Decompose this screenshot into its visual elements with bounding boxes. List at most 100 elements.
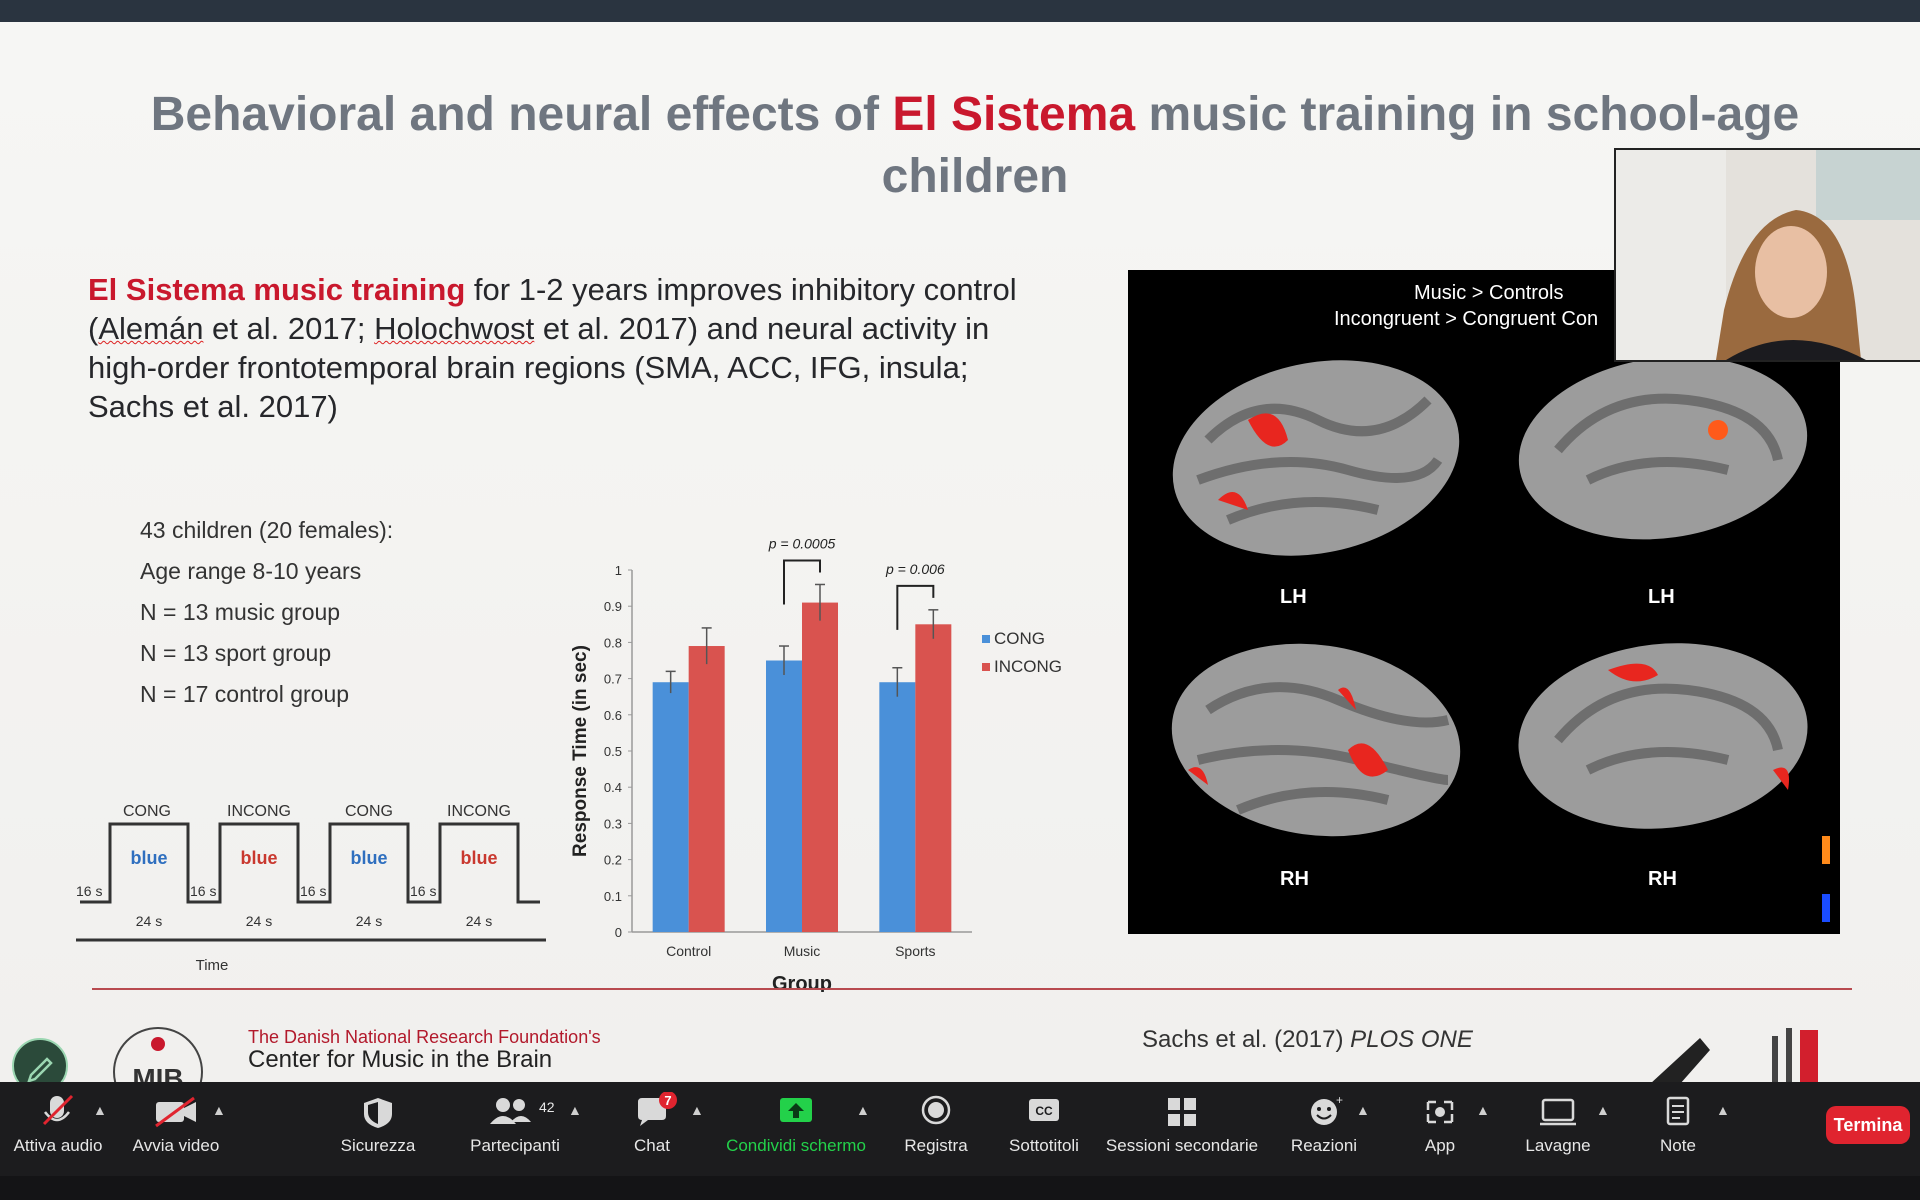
reactions-options-caret[interactable]: ▲	[1356, 1102, 1370, 1118]
legend-swatch	[982, 635, 990, 643]
brain-activation-panel: Music > Controls Incongruent > Congruent…	[1128, 270, 1840, 934]
mib-logo: MIB	[113, 1027, 203, 1082]
duration-label: 24 s	[356, 913, 382, 929]
intro-text: et al. 2017;	[203, 311, 375, 346]
citation-journal: PLOS ONE	[1350, 1026, 1473, 1053]
notes-button[interactable]: Note	[1628, 1092, 1728, 1156]
rest-label: 16 s	[190, 883, 216, 899]
apps-icon	[1426, 1100, 1454, 1124]
bar-cong-music	[766, 660, 802, 932]
block-word: blue	[240, 848, 277, 868]
rest-label: 16 s	[76, 883, 102, 899]
mib-logo-text: MIB	[132, 1063, 183, 1082]
y-tick-label: 0.2	[604, 853, 622, 868]
audio-options-caret[interactable]: ▲	[93, 1102, 107, 1118]
whiteboards-options-caret[interactable]: ▲	[1596, 1102, 1610, 1118]
share-options-caret[interactable]: ▲	[856, 1102, 870, 1118]
category-label: Music	[784, 943, 821, 959]
y-tick-label: 0.9	[604, 599, 622, 614]
stats-line: N = 17 control group	[140, 681, 350, 707]
svg-text:+: +	[1336, 1093, 1343, 1107]
y-tick-label: 0.5	[604, 744, 622, 759]
intro-citation-holochwost: Holochwost	[374, 311, 535, 346]
y-axis-title: Response Time (in sec)	[570, 645, 591, 857]
time-axis-label: Time	[196, 957, 229, 974]
bottom-edge	[0, 1176, 1920, 1200]
block-word: blue	[350, 848, 387, 868]
y-tick-label: 0.8	[604, 635, 622, 650]
share-screen-icon	[780, 1098, 812, 1122]
share-screen-button[interactable]: Condividi schermo	[716, 1092, 876, 1156]
bar-incong-music	[802, 602, 838, 932]
chat-icon: 7	[638, 1092, 677, 1126]
brain-panel-title-1: Music > Controls	[1414, 282, 1564, 304]
reactions-button[interactable]: + Reazioni	[1274, 1092, 1374, 1156]
title-text-end: music training in school-age children	[881, 88, 1800, 203]
whiteboards-button[interactable]: Lavagne	[1508, 1092, 1608, 1156]
significance-bracket	[783, 559, 821, 605]
record-button[interactable]: Registra	[886, 1092, 986, 1156]
slide-title: Behavioral and neural effects of El Sist…	[90, 84, 1860, 208]
legend-entry: INCONG	[994, 657, 1062, 676]
whiteboard-icon	[1540, 1098, 1576, 1126]
foundation-name: The Danish National Research Foundation'…	[248, 1027, 601, 1047]
paradigm-diagram: CONG INCONG CONG INCONG blue blue blue b…	[76, 803, 546, 974]
video-button[interactable]: Avvia video	[126, 1092, 226, 1156]
shared-slide: Behavioral and neural effects of El Sist…	[0, 22, 1920, 1082]
p-value-label: p = 0.006	[885, 561, 945, 577]
reactions-label: Reazioni	[1290, 1136, 1358, 1155]
citation: Sachs et al. (2017) PLOS ONE	[1142, 1026, 1473, 1054]
apps-button[interactable]: App	[1390, 1092, 1490, 1156]
notes-label: Note	[1660, 1136, 1696, 1155]
x-axis-title: Group	[772, 973, 832, 992]
block-word: blue	[130, 848, 167, 868]
breakout-rooms-button[interactable]: Sessioni secondarie	[1102, 1092, 1262, 1156]
block-word: blue	[460, 848, 497, 868]
category-label: Control	[666, 943, 711, 959]
end-meeting-button[interactable]: Termina	[1826, 1106, 1910, 1144]
participant-stats: 43 children (20 females): Age range 8-10…	[140, 510, 393, 715]
audio-button[interactable]: Attiva audio	[8, 1092, 108, 1156]
participants-options-caret[interactable]: ▲	[568, 1102, 582, 1118]
intro-paragraph: El Sistema music training for 1-2 years …	[88, 270, 1048, 426]
muted-microphone-icon	[42, 1094, 74, 1126]
record-label: Registra	[904, 1136, 968, 1155]
intro-citation-aleman: Alemán	[98, 311, 204, 346]
apps-label: App	[1424, 1136, 1456, 1155]
notes-icon	[1666, 1096, 1690, 1126]
shield-icon	[364, 1098, 392, 1128]
stats-line: Age range 8-10 years	[140, 558, 362, 584]
apps-options-caret[interactable]: ▲	[1476, 1102, 1490, 1118]
participants-icon: 42	[490, 1098, 555, 1124]
significance-bracket	[896, 584, 935, 630]
share-screen-label: Condividi schermo	[726, 1136, 866, 1155]
duration-label: 24 s	[466, 913, 492, 929]
block-label: CONG	[345, 803, 393, 820]
brain-rh-lateral	[1171, 643, 1461, 837]
center-name: Center for Music in the Brain	[248, 1046, 553, 1073]
record-icon	[921, 1095, 951, 1125]
y-tick-label: 1	[615, 563, 622, 578]
notes-options-caret[interactable]: ▲	[1716, 1102, 1730, 1118]
legend-entry: CONG	[994, 629, 1045, 648]
security-button[interactable]: Sicurezza	[328, 1092, 428, 1156]
chat-button[interactable]: 7 Chat	[602, 1092, 702, 1156]
intro-text: for 1-2 years improves inhibitory contro…	[88, 272, 1017, 346]
stats-line: N = 13 sport group	[140, 640, 332, 666]
cc-icon: CC	[1029, 1099, 1059, 1121]
annotate-pen-button[interactable]	[12, 1038, 68, 1082]
speaker-video-frame	[1616, 150, 1920, 360]
intro-text: et al. 2017) and neural activity in high…	[88, 311, 990, 424]
intro-highlight: El Sistema music training	[88, 272, 466, 307]
bar-cong-control	[652, 682, 689, 932]
participant-count: 42	[539, 1099, 555, 1115]
subtitles-button[interactable]: CC Sottotitoli	[994, 1092, 1094, 1156]
chat-options-caret[interactable]: ▲	[690, 1102, 704, 1118]
participants-button[interactable]: 42 Partecipanti	[455, 1092, 575, 1156]
brain-panel-title-2: Incongruent > Congruent Con	[1334, 308, 1599, 330]
video-options-caret[interactable]: ▲	[212, 1102, 226, 1118]
block-label: INCONG	[227, 803, 291, 820]
y-tick-label: 0.4	[604, 780, 622, 795]
speaker-video-thumbnail[interactable]	[1614, 148, 1920, 362]
breakout-rooms-icon	[1168, 1098, 1196, 1126]
